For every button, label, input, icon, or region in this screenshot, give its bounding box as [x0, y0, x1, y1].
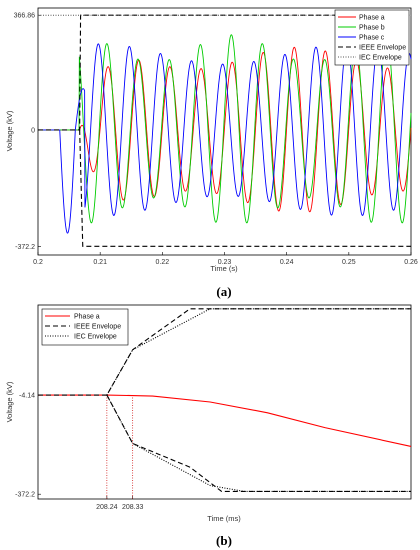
chart-a-legend-label: Phase b [359, 25, 385, 32]
chart-b-xlabel: Time (ms) [207, 514, 241, 523]
chart-a-xlabel: Time (s) [210, 264, 238, 273]
chart-b: 208.24 208.33 -372.2 -4.14 Time (ms) Voltag… [5, 304, 412, 548]
chart-b-caption: (b) [216, 533, 232, 548]
chart-a-xtick-label: 0.21 [93, 259, 107, 266]
chart-a-legend-label: Phase c [359, 35, 385, 42]
chart-b-series-iec-envelope-lower [106, 394, 411, 493]
chart-b-legend-label: Phase a [74, 314, 100, 321]
chart-b-series-ieee-envelope-lower [106, 394, 411, 493]
chart-a-series-phase-b [38, 34, 412, 224]
chart-b-ytick-label: -4.14 [19, 393, 35, 400]
chart-a-ylabel: Voltage (kV) [5, 110, 14, 151]
chart-a-ytick-label: -372.2 [15, 244, 35, 251]
chart-b-series-phase-a [38, 394, 412, 447]
chart-a-xtick-label: 0.2 [33, 259, 43, 266]
chart-a-legend-label: IEEE Envelope [359, 45, 406, 52]
chart-b-legend-label: IEEE Envelope [74, 324, 121, 331]
chart-a-series-phase-a [38, 46, 412, 213]
chart-b-xtick-label: 208.33 [122, 504, 144, 511]
chart-a-xtick-label: 0.23 [218, 259, 232, 266]
chart-b-plot-frame [37, 304, 412, 500]
chart-a-legend-label: IEC Envelope [359, 55, 402, 62]
chart-b-legend-label: IEC Envelope [74, 334, 117, 341]
chart-a-xtick-label: 0.22 [156, 259, 170, 266]
chart-a-caption: (a) [216, 284, 231, 299]
chart-b-legend: Phase a IEEE Envelope IEC Envelope [41, 308, 129, 346]
chart-a-legend: Phase a Phase b Phase c IEEE Envelope IEC En… [334, 9, 410, 66]
chart-a-ytick-label: 0 [31, 127, 35, 134]
chart-a-series-phase-c [38, 43, 412, 234]
chart-a-xtick-label: 0.26 [404, 259, 418, 266]
chart-b-ylabel: Voltage (kV) [5, 381, 14, 422]
chart-b-xtick-label: 208.24 [96, 504, 118, 511]
chart-a-legend-label: Phase a [359, 15, 385, 22]
chart-b-series-iec-envelope [106, 308, 411, 396]
chart-b-legend-box [41, 308, 129, 346]
chart-a-xtick-label: 0.25 [342, 259, 356, 266]
chart-b-ytick-label: -372.2 [15, 492, 35, 499]
chart-a: 0.2 0.21 0.22 0.23 0.24 0.25 0.26 -372.2 0 366.86… [5, 7, 418, 299]
chart-a-xtick-label: 0.24 [280, 259, 294, 266]
chart-a-ytick-label: 366.86 [14, 13, 36, 20]
chart-a-series-ieee-envelope-lower [79, 129, 411, 247]
